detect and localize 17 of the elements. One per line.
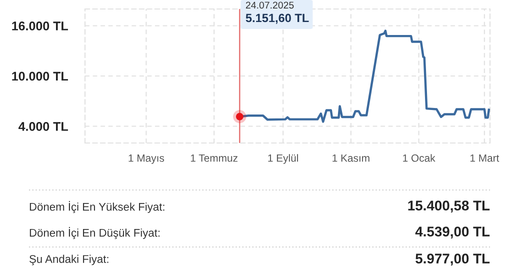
text: 4.539,00 TL [415, 226, 490, 238]
text: Şu Andaki Fiyat: [30, 254, 108, 266]
text: 24.07.2025 [246, 2, 294, 9]
text: 5.977,00 TL [416, 254, 490, 266]
x-tick-label: 1 Mart [470, 154, 500, 162]
x-tick-label: 1 Kasım [332, 154, 370, 162]
x-tick-label: 1 Temmuz [190, 154, 238, 162]
x-tick-label: 1 Eylül [268, 154, 298, 164]
text: Dönem İçi En Düşük Fiyat: [30, 227, 160, 239]
y-tick-label: 16.000 TL [12, 22, 68, 30]
y-tick-label: 4.000 TL [18, 122, 68, 131]
x-tick-label: 1 Ocak [403, 154, 436, 162]
y-tick-label: 10.000 TL [12, 72, 68, 81]
text: Dönem İçi En Yüksek Fiyat: [30, 201, 164, 213]
x-tick-label: 1 Mayıs [128, 154, 164, 164]
text: 15.400,58 TL [408, 200, 490, 212]
annotation: 5.151,60 TL [246, 14, 309, 24]
